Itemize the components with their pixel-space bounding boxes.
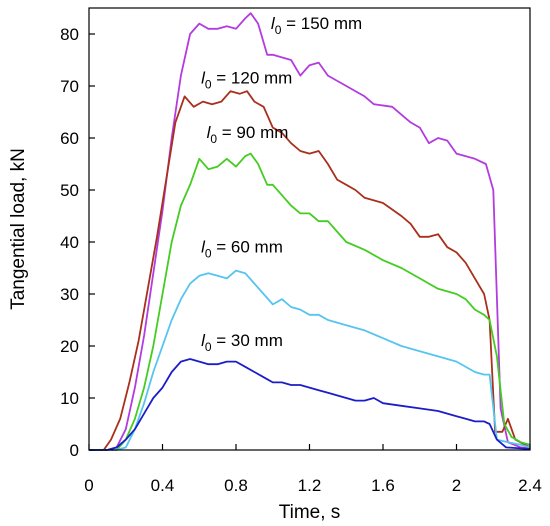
y-tick-label: 30 bbox=[60, 285, 79, 304]
series-line-3 bbox=[89, 269, 531, 451]
series-layer bbox=[89, 12, 531, 451]
y-tick-label: 10 bbox=[60, 389, 79, 408]
plot-frame bbox=[88, 7, 531, 451]
y-tick-label: 60 bbox=[60, 129, 79, 148]
series-line-2 bbox=[89, 152, 531, 451]
x-tick-label: 0.8 bbox=[224, 476, 248, 495]
x-tick-label: 2 bbox=[452, 476, 461, 495]
series-label-4: l0 = 30 mm bbox=[201, 331, 283, 354]
y-tick-label: 0 bbox=[70, 441, 79, 460]
series-line-1 bbox=[89, 90, 531, 451]
ticks-layer: 0 0.4 0.8 1.2 1.6 2 2.4 0 10 20 30 40 50 60 70 80 bbox=[60, 25, 542, 495]
series-line-0 bbox=[89, 12, 531, 451]
x-tick-label: 0.4 bbox=[151, 476, 175, 495]
y-tick-label: 80 bbox=[60, 25, 79, 44]
x-tick-label: 1.2 bbox=[298, 476, 322, 495]
series-line-4 bbox=[89, 358, 531, 451]
x-tick-label: 2.4 bbox=[518, 476, 542, 495]
y-tick-label: 50 bbox=[60, 181, 79, 200]
y-axis-title: Tangential load, kN bbox=[8, 148, 29, 310]
y-tick-label: 20 bbox=[60, 337, 79, 356]
series-label-2: l0 = 90 mm bbox=[207, 123, 289, 146]
y-tick-label: 70 bbox=[60, 77, 79, 96]
x-tick-label: 0 bbox=[84, 476, 93, 495]
x-axis-title: Time, s bbox=[279, 502, 341, 523]
series-label-1: l0 = 120 mm bbox=[201, 68, 292, 91]
series-label-3: l0 = 60 mm bbox=[201, 237, 283, 260]
y-tick-label: 40 bbox=[60, 233, 79, 252]
x-tick-label: 1.6 bbox=[371, 476, 395, 495]
labels-layer: l0 = 150 mm l0 = 120 mm l0 = 90 mm l0 = 60 … bbox=[201, 14, 362, 354]
series-label-0: l0 = 150 mm bbox=[271, 14, 362, 37]
